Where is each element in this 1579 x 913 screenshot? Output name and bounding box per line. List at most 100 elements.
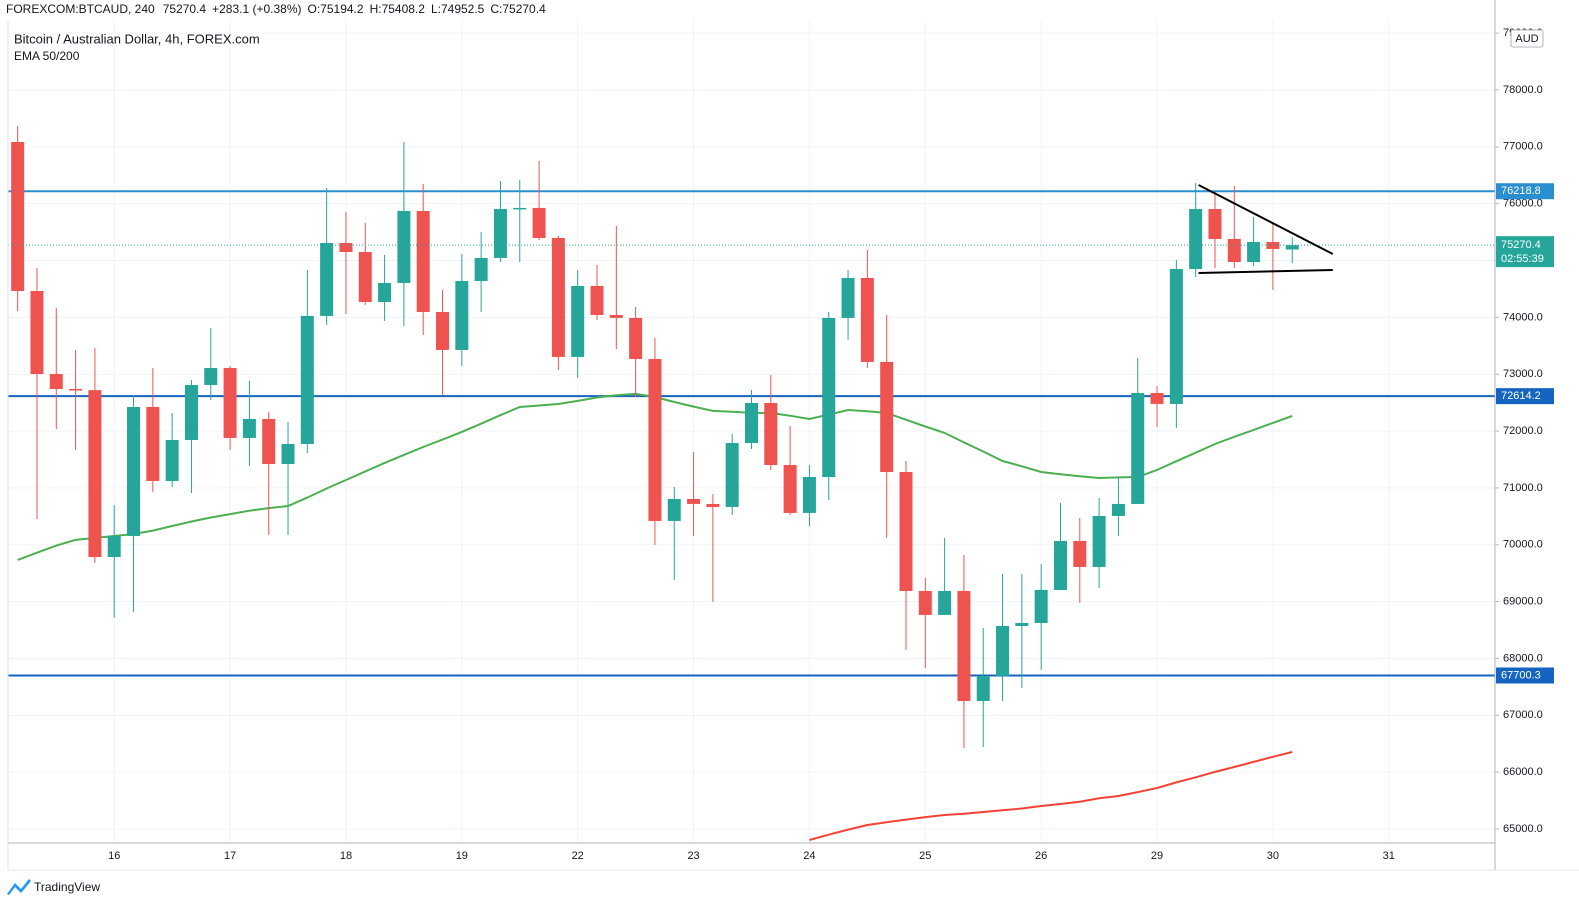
y-tick-label: 72000.0 bbox=[1503, 425, 1543, 437]
x-tick-label: 29 bbox=[1151, 850, 1163, 862]
y-tick-label: 71000.0 bbox=[1503, 482, 1543, 494]
candle-body bbox=[223, 367, 237, 438]
candle-body bbox=[416, 210, 430, 312]
x-tick-label: 17 bbox=[224, 850, 236, 862]
x-tick-label: 24 bbox=[803, 850, 815, 862]
candle-body bbox=[474, 257, 488, 281]
brand-logo bbox=[7, 879, 31, 895]
candle-body bbox=[1208, 208, 1222, 239]
plot bbox=[8, 125, 1495, 841]
ohlc-label: H: bbox=[370, 2, 382, 16]
candle-body bbox=[49, 373, 63, 390]
candle-body bbox=[860, 277, 874, 362]
ohlc-value: 75270.4 bbox=[502, 2, 546, 16]
x-tick-label: 16 bbox=[108, 850, 120, 862]
candle-body bbox=[918, 590, 932, 615]
x-tick-label: 18 bbox=[340, 850, 352, 862]
y-tick-label: 73000.0 bbox=[1503, 368, 1543, 380]
candle-body bbox=[648, 358, 662, 521]
candle-body bbox=[513, 207, 527, 210]
level-label: 67700.3 bbox=[1501, 669, 1541, 681]
ohlc-value: 74952.5 bbox=[441, 2, 485, 16]
candle-body bbox=[629, 317, 643, 359]
trendline bbox=[1198, 184, 1334, 255]
candle-body bbox=[1189, 208, 1203, 269]
current-price-box bbox=[1496, 236, 1554, 268]
ohlc-label: O: bbox=[308, 2, 321, 16]
x-tick-label: 31 bbox=[1383, 850, 1395, 862]
level-label-box bbox=[1496, 667, 1554, 684]
candle-body bbox=[493, 208, 507, 258]
candle-body bbox=[725, 443, 739, 507]
candle-body bbox=[397, 210, 411, 283]
candle-body bbox=[687, 498, 701, 504]
candle-body bbox=[880, 361, 894, 473]
x-tick-label: 30 bbox=[1267, 850, 1279, 862]
price-change: +283.1 (+0.38%) bbox=[212, 2, 301, 16]
candle-body bbox=[262, 418, 276, 464]
candle-body bbox=[590, 285, 604, 315]
candle-body bbox=[281, 443, 295, 464]
candle-body bbox=[320, 242, 334, 316]
ema-line bbox=[809, 751, 1293, 841]
level-label: 72614.2 bbox=[1501, 390, 1541, 402]
candle-body bbox=[88, 390, 102, 557]
candle-body bbox=[976, 675, 990, 701]
level-label-box bbox=[1496, 183, 1554, 200]
chart-title: Bitcoin / Australian Dollar, 4h, FOREX.c… bbox=[14, 31, 260, 46]
brand: TradingView bbox=[34, 880, 100, 894]
grid bbox=[8, 20, 1495, 843]
candle-body bbox=[1169, 268, 1183, 404]
candle-body bbox=[11, 141, 25, 291]
ohlc-value: 75194.2 bbox=[320, 2, 364, 16]
ohlc-value: 75408.2 bbox=[382, 2, 426, 16]
candle-body bbox=[1053, 540, 1067, 590]
current-price-label: 75270.4 bbox=[1501, 239, 1541, 251]
candle-body bbox=[1150, 392, 1164, 404]
y-tick-label: 66000.0 bbox=[1503, 766, 1543, 778]
candle-body bbox=[1131, 392, 1145, 504]
x-tick-label: 23 bbox=[687, 850, 699, 862]
y-tick-label: 65000.0 bbox=[1503, 823, 1543, 835]
candle-body bbox=[841, 277, 855, 318]
candle-body bbox=[30, 290, 44, 374]
candle-body bbox=[1266, 241, 1280, 249]
candle-body bbox=[532, 207, 546, 238]
symbol: FOREXCOM:BTCAUD, 240 bbox=[6, 2, 155, 16]
candle-body bbox=[551, 237, 565, 357]
axis: 65000.0 66000.0 67000.0 68000.0 69000.0 70000… bbox=[108, 27, 1554, 862]
level-label-box bbox=[1496, 388, 1554, 405]
candle-body bbox=[783, 465, 797, 513]
candle-body bbox=[436, 311, 450, 350]
candle-body bbox=[1092, 515, 1106, 567]
x-tick-label: 26 bbox=[1035, 850, 1047, 862]
candle-body bbox=[1034, 589, 1048, 623]
currency-box bbox=[1510, 29, 1544, 48]
candle-body bbox=[1073, 540, 1087, 567]
y-tick-label: 74000.0 bbox=[1503, 311, 1543, 323]
candle-body bbox=[609, 314, 623, 318]
trendline bbox=[1198, 268, 1333, 274]
candle-body bbox=[339, 242, 353, 252]
candle-body bbox=[802, 477, 816, 513]
y-tick-label: 68000.0 bbox=[1503, 652, 1543, 664]
candle-body bbox=[706, 503, 720, 507]
countdown: 02:55:39 bbox=[1501, 253, 1544, 265]
candle-body bbox=[938, 590, 952, 615]
candle-body bbox=[146, 406, 160, 481]
candle-body bbox=[571, 285, 585, 357]
y-tick-label: 69000.0 bbox=[1503, 596, 1543, 608]
candle-body bbox=[1015, 622, 1029, 626]
candle-body bbox=[1285, 245, 1299, 250]
y-tick-label: 67000.0 bbox=[1503, 709, 1543, 721]
candle-body bbox=[204, 367, 218, 385]
candle-body bbox=[899, 472, 913, 591]
candle-body bbox=[1227, 238, 1241, 263]
y-tick-label: 76000.0 bbox=[1503, 198, 1543, 210]
y-tick-label: 77000.0 bbox=[1503, 141, 1543, 153]
candle-body bbox=[127, 406, 141, 536]
candle-body bbox=[358, 251, 372, 302]
candle-body bbox=[300, 315, 314, 444]
